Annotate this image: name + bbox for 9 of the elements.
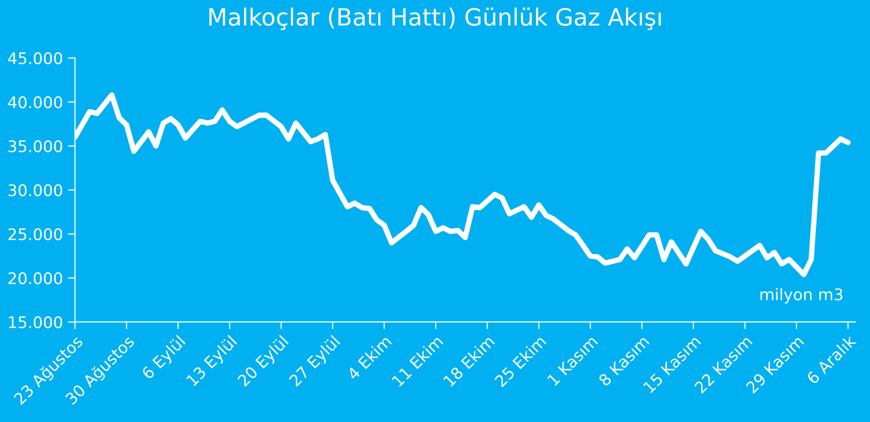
annotation: milyon m3: [760, 288, 842, 304]
y-tick-label: 30.000: [8, 184, 62, 196]
y-tick-label: 15.000: [9, 316, 62, 328]
y-tick-label: 25.000: [8, 228, 62, 240]
y-tick-label: 40.000: [8, 96, 62, 108]
y-tick-label: 35.000: [8, 140, 62, 152]
y-tick-label: 20.000: [8, 272, 62, 284]
y-tick-label: 45.000: [8, 52, 62, 64]
chart-title: Malkoçlar (Batı Hattı) Günlük Gaz Akışı: [209, 8, 661, 30]
